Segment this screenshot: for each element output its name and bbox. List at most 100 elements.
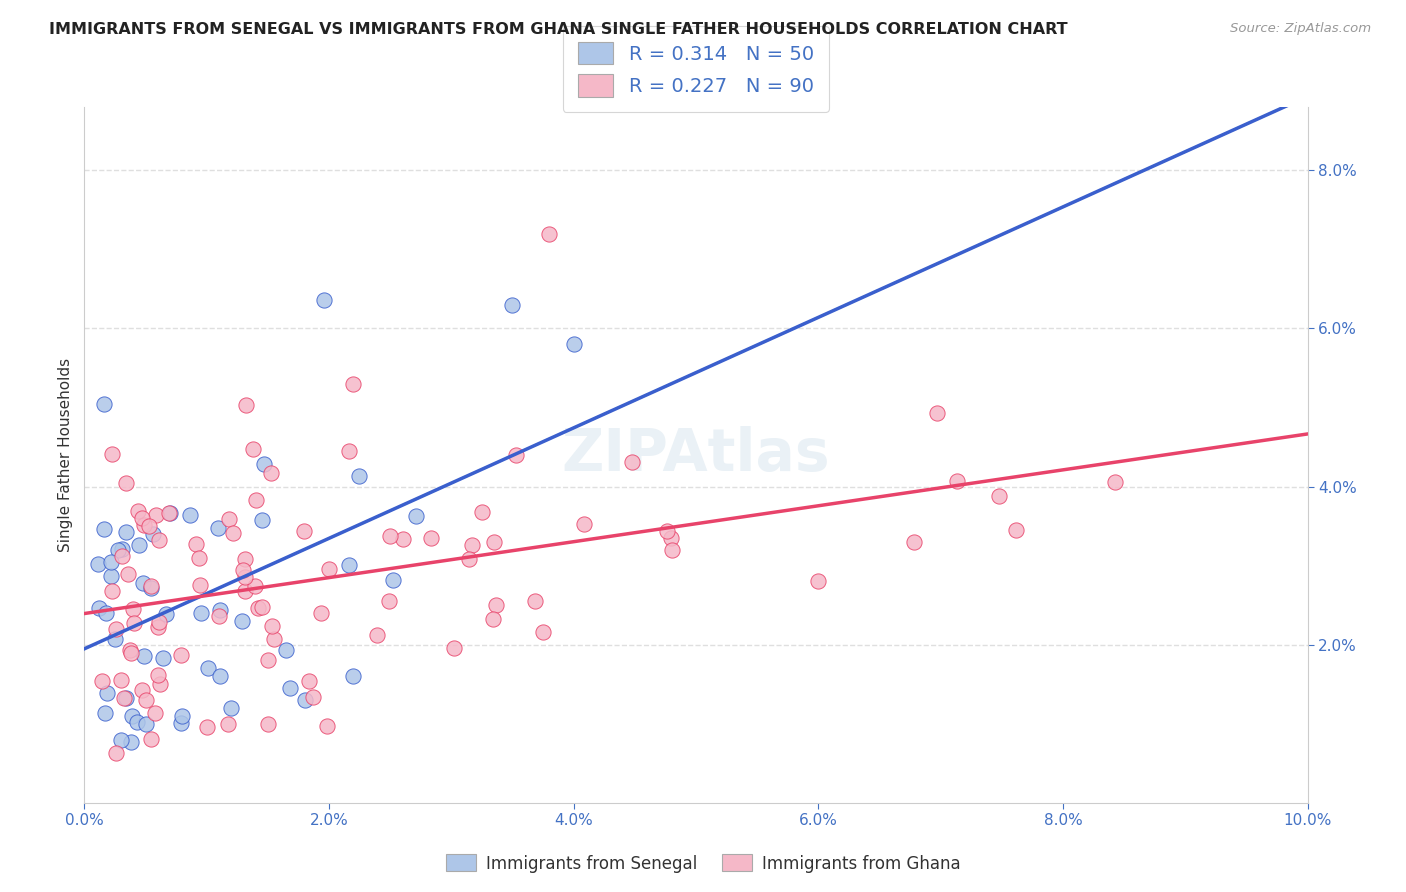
- Text: Source: ZipAtlas.com: Source: ZipAtlas.com: [1230, 22, 1371, 36]
- Point: [169, 648, 191, 663]
- Point: [157, 506, 180, 520]
- Point: [217, 716, 239, 731]
- Point: [207, 521, 229, 535]
- Point: [148, 620, 170, 634]
- Point: [172, 708, 194, 723]
- Point: [142, 527, 165, 541]
- Point: [139, 579, 162, 593]
- Point: [392, 532, 415, 546]
- Point: [250, 513, 273, 527]
- Point: [257, 716, 280, 731]
- Point: [188, 551, 211, 566]
- Point: [93, 522, 115, 536]
- Point: [115, 524, 138, 539]
- Point: [443, 640, 465, 655]
- Point: [342, 669, 364, 683]
- Point: [481, 612, 503, 626]
- Point: [110, 732, 132, 747]
- Point: [461, 538, 484, 552]
- Point: [572, 517, 595, 532]
- Point: [312, 293, 335, 308]
- Point: [274, 642, 297, 657]
- Point: [366, 628, 388, 642]
- Point: [141, 581, 163, 595]
- Point: [232, 563, 254, 577]
- Point: [380, 529, 402, 543]
- Point: [231, 614, 253, 628]
- Point: [524, 593, 547, 607]
- Point: [115, 475, 138, 490]
- Point: [128, 538, 150, 552]
- Point: [121, 709, 143, 723]
- Point: [903, 534, 925, 549]
- Point: [131, 510, 153, 524]
- Point: [105, 746, 128, 760]
- Point: [111, 541, 134, 556]
- Point: [253, 457, 276, 471]
- Point: [235, 398, 257, 412]
- Point: [235, 584, 257, 599]
- Point: [315, 719, 337, 733]
- Point: [131, 682, 153, 697]
- Point: [86, 558, 108, 572]
- Point: [298, 673, 321, 688]
- Point: [659, 531, 682, 545]
- Point: [127, 714, 149, 729]
- Point: [135, 692, 157, 706]
- Point: [132, 648, 155, 663]
- Point: [100, 569, 122, 583]
- Point: [101, 447, 124, 461]
- Point: [294, 693, 316, 707]
- Point: [93, 397, 115, 411]
- Point: [107, 542, 129, 557]
- Point: [257, 653, 280, 667]
- Point: [159, 507, 181, 521]
- Point: [188, 578, 211, 592]
- Point: [485, 599, 508, 613]
- Point: [337, 444, 360, 458]
- Y-axis label: Single Father Households: Single Father Households: [58, 358, 73, 552]
- Point: [927, 405, 949, 419]
- Point: [115, 690, 138, 705]
- Point: [197, 661, 219, 675]
- Point: [145, 508, 167, 523]
- Point: [100, 555, 122, 569]
- Point: [170, 716, 193, 731]
- Point: [132, 575, 155, 590]
- Point: [1005, 523, 1028, 537]
- Point: [138, 518, 160, 533]
- Point: [807, 574, 830, 589]
- Point: [209, 603, 232, 617]
- Point: [111, 549, 134, 563]
- Point: [318, 562, 340, 576]
- Point: [502, 298, 524, 312]
- Point: [143, 706, 166, 720]
- Point: [90, 673, 112, 688]
- Point: [149, 677, 172, 691]
- Point: [260, 466, 283, 480]
- Point: [195, 720, 218, 734]
- Point: [100, 583, 122, 598]
- Point: [148, 533, 170, 548]
- Legend: R = 0.314   N = 50, R = 0.227   N = 90: R = 0.314 N = 50, R = 0.227 N = 90: [562, 26, 830, 112]
- Point: [96, 685, 118, 699]
- Point: [120, 642, 142, 657]
- Point: [342, 376, 364, 391]
- Point: [242, 442, 264, 457]
- Point: [657, 524, 679, 538]
- Point: [120, 646, 142, 660]
- Point: [155, 607, 177, 621]
- Point: [946, 474, 969, 488]
- Legend: Immigrants from Senegal, Immigrants from Ghana: Immigrants from Senegal, Immigrants from…: [439, 847, 967, 880]
- Text: IMMIGRANTS FROM SENEGAL VS IMMIGRANTS FROM GHANA SINGLE FATHER HOUSEHOLDS CORREL: IMMIGRANTS FROM SENEGAL VS IMMIGRANTS FR…: [49, 22, 1067, 37]
- Point: [243, 579, 266, 593]
- Point: [471, 505, 494, 519]
- Point: [562, 337, 585, 351]
- Point: [482, 535, 505, 549]
- Point: [112, 691, 135, 706]
- Point: [505, 448, 527, 462]
- Point: [208, 608, 231, 623]
- Point: [219, 701, 242, 715]
- Point: [179, 508, 201, 522]
- Point: [94, 606, 117, 620]
